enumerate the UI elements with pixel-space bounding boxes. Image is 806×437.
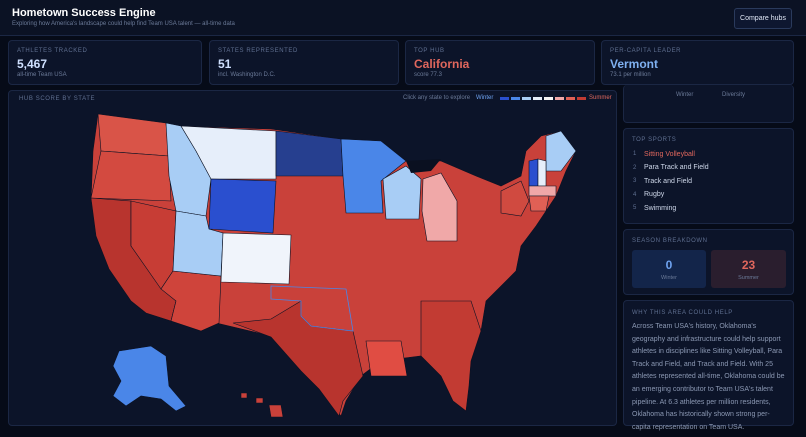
section-title: TOP SPORTS bbox=[632, 137, 677, 143]
summer-label: Summer bbox=[738, 275, 759, 281]
stat-label: ATHLETES TRACKED bbox=[17, 48, 88, 54]
sport-rank: 2 bbox=[633, 164, 637, 171]
legend-swatches bbox=[500, 97, 586, 100]
sport-name: Track and Field bbox=[644, 177, 692, 185]
sport-name: Para Track and Field bbox=[644, 164, 709, 171]
sport-rank: 4 bbox=[633, 191, 637, 198]
stat-card: STATES REPRESENTED 51 incl. Washington D.C… bbox=[209, 40, 399, 85]
winter-label: Winter bbox=[661, 275, 677, 281]
section-title: SEASON BREAKDOWN bbox=[632, 238, 708, 244]
stat-sub: incl. Washington D.C. bbox=[218, 72, 276, 78]
map-hint: Click any state to explore bbox=[403, 95, 471, 101]
sport-name: Sitting Volleyball bbox=[644, 150, 695, 158]
tabs-panel: Winter Diversity bbox=[623, 85, 794, 123]
stat-label: STATES REPRESENTED bbox=[218, 48, 298, 54]
legend-high: Summer bbox=[589, 95, 612, 101]
stat-card: TOP HUB California score 77.3 bbox=[405, 40, 595, 85]
header: Hometown Success Engine Exploring how Am… bbox=[0, 0, 806, 36]
sport-rank: 1 bbox=[633, 151, 637, 157]
tab[interactable]: Diversity bbox=[722, 92, 746, 98]
stat-card: ATHLETES TRACKED 5,467 all-time Team USA bbox=[8, 40, 202, 85]
stat-label: TOP HUB bbox=[414, 48, 445, 54]
stat-sub: all-time Team USA bbox=[17, 72, 67, 78]
section-title: WHY THIS AREA COULD HELP bbox=[632, 310, 733, 316]
sport-name: Swimming bbox=[644, 204, 677, 212]
sport-rank: 3 bbox=[633, 178, 637, 184]
stat-sub: 73.1 per million bbox=[610, 72, 651, 78]
stat-value: 5,467 bbox=[17, 57, 48, 71]
title: Hometown Success Engine bbox=[12, 7, 156, 19]
stat-label: PER-CAPITA LEADER bbox=[610, 48, 682, 54]
sport-name: Rugby bbox=[644, 191, 665, 198]
winter-box: 0 Winter bbox=[632, 250, 706, 288]
winter-value: 0 bbox=[665, 258, 673, 272]
stat-sub: score 77.3 bbox=[414, 72, 443, 78]
us-map[interactable] bbox=[9, 91, 618, 427]
why-panel: WHY THIS AREA COULD HELP Across Team USA… bbox=[623, 300, 794, 431]
subtitle: Exploring how America's landscape could … bbox=[12, 21, 235, 27]
summer-box: 23 Summer bbox=[711, 250, 786, 288]
tab[interactable]: Winter bbox=[676, 92, 694, 98]
top-sports-panel: TOP SPORTS 1 Sitting Volleyball 2 Para Trac… bbox=[623, 128, 794, 224]
sport-rank: 5 bbox=[633, 205, 637, 211]
why-text: Across Team USA's history, Oklahoma's ge… bbox=[632, 323, 785, 431]
map-title: HUB SCORE BY STATE bbox=[19, 96, 96, 102]
summer-value: 23 bbox=[741, 258, 756, 272]
stat-value: California bbox=[414, 57, 470, 71]
stat-value: Vermont bbox=[610, 57, 659, 71]
season-panel: SEASON BREAKDOWN 0 Winter 23 Summer bbox=[623, 229, 794, 295]
legend-low: Winter bbox=[476, 95, 494, 101]
stat-card: PER-CAPITA LEADER Vermont 73.1 per million bbox=[601, 40, 794, 85]
stat-value: 51 bbox=[218, 57, 232, 71]
compare-button[interactable]: Compare hubs bbox=[734, 8, 792, 29]
map-panel: HUB SCORE BY STATE Click any state to ex… bbox=[8, 90, 617, 426]
